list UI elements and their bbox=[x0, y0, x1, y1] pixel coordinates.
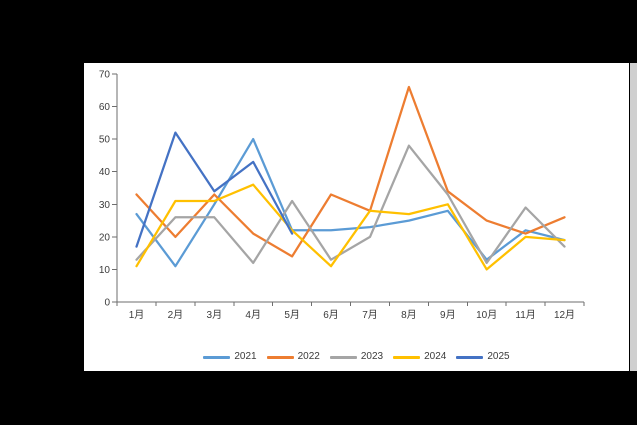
right-edge-strip bbox=[630, 63, 637, 371]
x-tick-label: 4月 bbox=[245, 309, 261, 321]
legend-label: 2023 bbox=[360, 351, 384, 362]
y-tick-label: 20 bbox=[99, 232, 111, 243]
x-tick-label: 5月 bbox=[284, 309, 300, 321]
legend-swatch-2024 bbox=[393, 355, 421, 359]
chart-legend: 2021 2022 2023 2024 2025 bbox=[84, 350, 629, 364]
legend-label: 2024 bbox=[424, 351, 447, 362]
x-tick-label: 8月 bbox=[401, 309, 417, 321]
series-line-2023 bbox=[135, 144, 566, 265]
legend-item-2021: 2021 bbox=[203, 351, 257, 362]
legend-swatch-2025 bbox=[456, 355, 484, 359]
y-tick-label: 0 bbox=[104, 298, 110, 309]
y-tick-label: 70 bbox=[99, 70, 111, 81]
legend-swatch-2021 bbox=[203, 355, 231, 359]
x-tick-label: 9月 bbox=[440, 309, 456, 321]
y-tick-label: 10 bbox=[99, 265, 111, 276]
x-tick-label: 6月 bbox=[323, 309, 339, 321]
legend-item-2025: 2025 bbox=[456, 351, 510, 362]
legend-label: 2025 bbox=[487, 351, 510, 362]
line-chart: 0 10 20 30 40 50 60 70 1月 2月 3月 4月 5月 6月 7月 8月 9月 10月 11月 1… bbox=[99, 70, 585, 321]
x-tick-label: 10月 bbox=[476, 309, 497, 321]
chart-panel: 0 10 20 30 40 50 60 70 1月 2月 3月 4月 5月 6月 7月 8月 9月 10月 11月 1… bbox=[84, 63, 629, 371]
y-tick-label: 30 bbox=[99, 200, 111, 211]
legend-swatch-2022 bbox=[266, 355, 294, 359]
x-tick-label: 2月 bbox=[168, 309, 184, 321]
legend-item-2024: 2024 bbox=[393, 352, 446, 362]
x-tick-label: 11月 bbox=[515, 309, 535, 321]
legend-label: 2022 bbox=[297, 351, 320, 362]
y-tick-label: 60 bbox=[99, 102, 111, 113]
legend-item-2022: 2022 bbox=[266, 351, 320, 362]
x-tick-label: 3月 bbox=[207, 309, 223, 321]
y-tick-label: 40 bbox=[99, 167, 111, 178]
legend-label: 2021 bbox=[234, 351, 257, 362]
x-tick-label: 1月 bbox=[129, 309, 145, 321]
series-line-2025 bbox=[135, 131, 294, 248]
y-tick-label: 50 bbox=[99, 135, 111, 146]
x-tick-label: 7月 bbox=[362, 309, 378, 321]
series-line-2024 bbox=[135, 183, 566, 271]
legend-item-2023: 2023 bbox=[329, 351, 384, 362]
legend-swatch-2023 bbox=[329, 355, 357, 359]
x-tick-label: 12月 bbox=[554, 309, 575, 321]
